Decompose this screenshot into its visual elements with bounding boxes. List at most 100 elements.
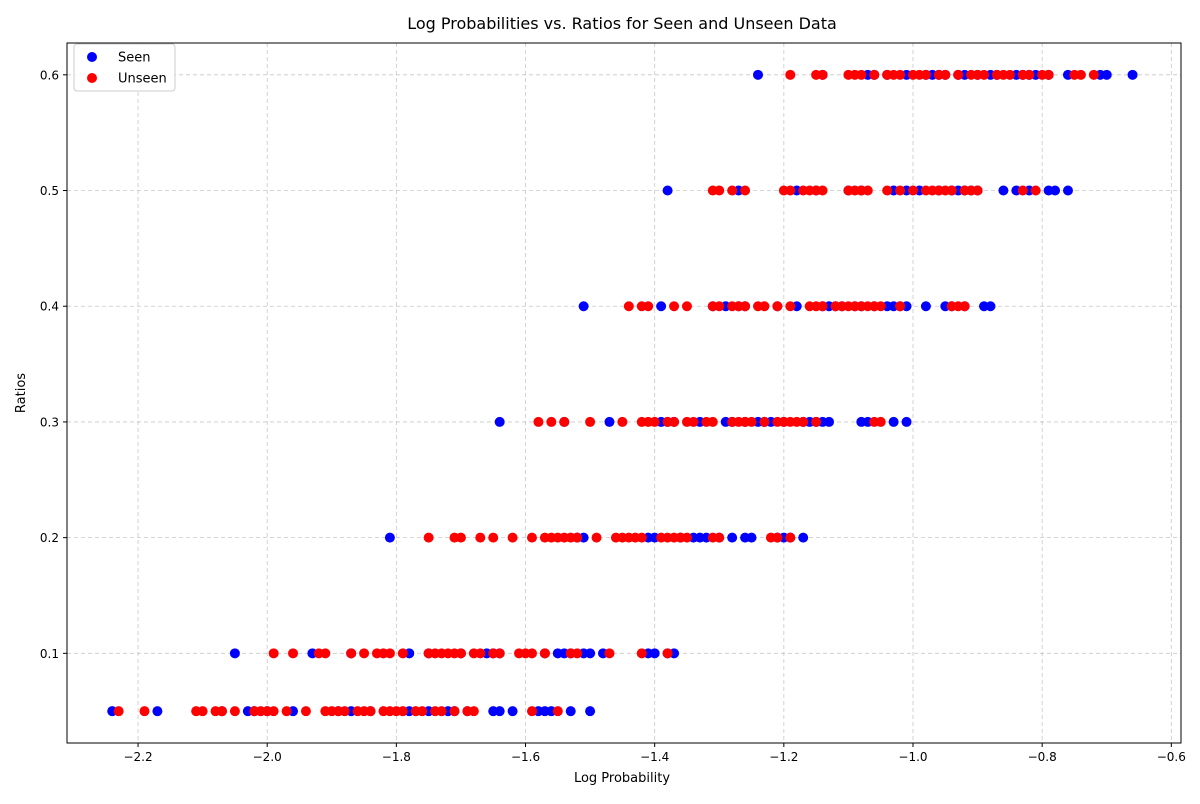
point-unseen (636, 532, 647, 543)
point-unseen (707, 416, 718, 427)
x-tick-label: −1.0 (898, 750, 927, 764)
point-unseen (907, 185, 918, 196)
point-unseen (384, 648, 395, 659)
point-unseen (268, 706, 279, 717)
point-seen (585, 706, 596, 717)
point-unseen (669, 416, 680, 427)
point-unseen (669, 301, 680, 312)
point-seen (1101, 69, 1112, 80)
point-unseen (455, 648, 466, 659)
point-unseen (972, 185, 983, 196)
point-unseen (604, 648, 615, 659)
point-unseen (953, 69, 964, 80)
point-seen (507, 706, 518, 717)
point-unseen (895, 69, 906, 80)
point-seen (494, 416, 505, 427)
point-unseen (649, 416, 660, 427)
x-tick-label: −0.8 (1028, 750, 1057, 764)
point-seen (746, 532, 757, 543)
y-tick-label: 0.1 (40, 647, 59, 661)
point-unseen (197, 706, 208, 717)
point-unseen (1017, 185, 1028, 196)
point-seen (604, 416, 615, 427)
y-tick-label: 0.3 (40, 415, 59, 429)
point-seen (565, 706, 576, 717)
point-unseen (449, 706, 460, 717)
point-seen (798, 532, 809, 543)
point-unseen (681, 532, 692, 543)
point-unseen (572, 648, 583, 659)
point-unseen (1075, 69, 1086, 80)
point-unseen (1004, 69, 1015, 80)
point-unseen (475, 648, 486, 659)
point-unseen (817, 69, 828, 80)
point-unseen (475, 532, 486, 543)
legend-marker-seen (87, 52, 97, 62)
point-unseen (785, 185, 796, 196)
point-seen (494, 706, 505, 717)
x-tick-label: −2.0 (253, 750, 282, 764)
point-unseen (1088, 69, 1099, 80)
point-unseen (539, 648, 550, 659)
point-unseen (397, 706, 408, 717)
data-points (107, 69, 1138, 717)
point-unseen (636, 648, 647, 659)
point-unseen (216, 706, 227, 717)
point-seen (998, 185, 1009, 196)
point-unseen (727, 185, 738, 196)
point-unseen (785, 301, 796, 312)
point-unseen (526, 706, 537, 717)
point-unseen (1030, 185, 1041, 196)
point-unseen (785, 69, 796, 80)
point-unseen (585, 416, 596, 427)
point-unseen (811, 416, 822, 427)
point-unseen (714, 301, 725, 312)
point-unseen (920, 69, 931, 80)
point-unseen (397, 648, 408, 659)
point-unseen (772, 532, 783, 543)
point-unseen (300, 706, 311, 717)
point-unseen (526, 648, 537, 659)
point-unseen (940, 69, 951, 80)
point-unseen (546, 416, 557, 427)
legend-label-unseen: Unseen (118, 72, 167, 87)
point-unseen (423, 532, 434, 543)
point-unseen (281, 706, 292, 717)
point-seen (662, 185, 673, 196)
point-unseen (436, 706, 447, 717)
point-unseen (113, 706, 124, 717)
point-unseen (979, 69, 990, 80)
point-unseen (798, 416, 809, 427)
point-unseen (714, 532, 725, 543)
point-unseen (817, 301, 828, 312)
point-unseen (617, 416, 628, 427)
point-seen (649, 648, 660, 659)
point-unseen (365, 706, 376, 717)
point-unseen (772, 301, 783, 312)
point-unseen (552, 706, 563, 717)
point-unseen (946, 185, 957, 196)
point-unseen (455, 532, 466, 543)
point-unseen (895, 185, 906, 196)
legend-marker-unseen (87, 73, 97, 83)
point-seen (985, 301, 996, 312)
point-unseen (875, 416, 886, 427)
y-tick-label: 0.6 (40, 68, 59, 82)
point-unseen (740, 301, 751, 312)
point-unseen (346, 648, 357, 659)
point-seen (656, 301, 667, 312)
point-unseen (468, 706, 479, 717)
point-unseen (643, 301, 654, 312)
point-unseen (591, 532, 602, 543)
point-unseen (623, 301, 634, 312)
point-unseen (869, 69, 880, 80)
point-unseen (862, 185, 873, 196)
point-unseen (339, 706, 350, 717)
point-unseen (507, 532, 518, 543)
point-unseen (895, 301, 906, 312)
point-unseen (740, 185, 751, 196)
point-unseen (359, 648, 370, 659)
point-seen (1062, 185, 1073, 196)
